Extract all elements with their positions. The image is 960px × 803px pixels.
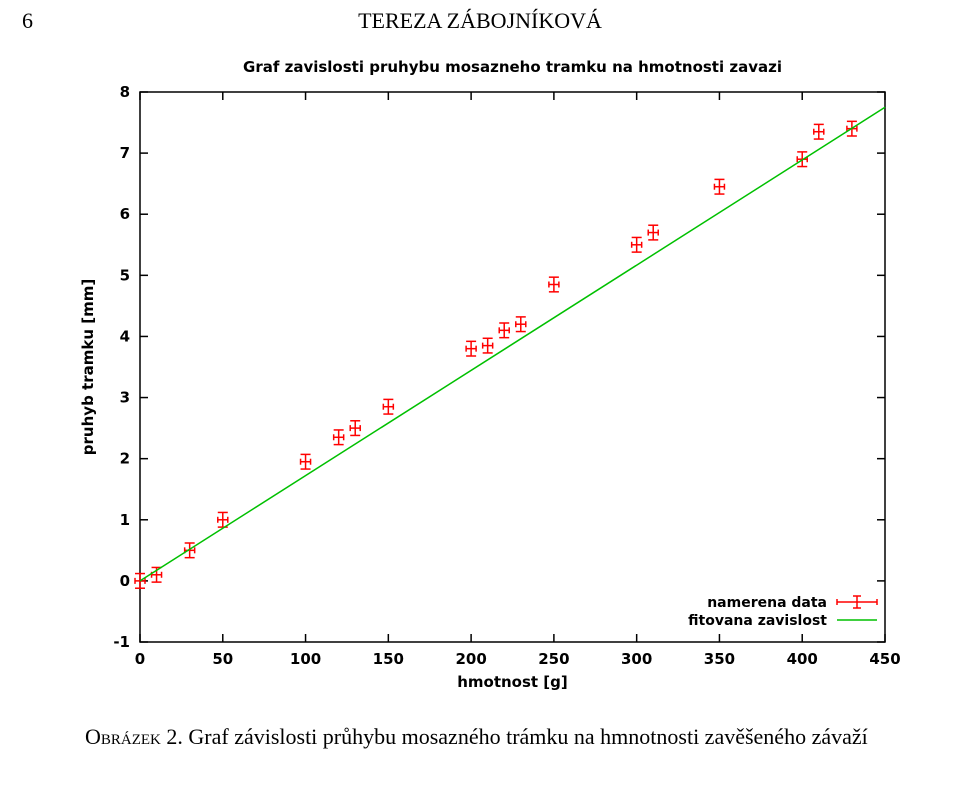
svg-text:50: 50 <box>212 650 233 668</box>
svg-text:6: 6 <box>120 205 130 223</box>
svg-text:2: 2 <box>120 450 130 468</box>
svg-text:250: 250 <box>538 650 569 668</box>
svg-text:pruhyb tramku [mm]: pruhyb tramku [mm] <box>79 279 97 455</box>
svg-text:300: 300 <box>621 650 652 668</box>
svg-text:3: 3 <box>120 389 130 407</box>
chart: 0 50 100 150 200 250 300 350 400 450 -1 0 1 2 3 4 5 6 7 8 Gr… <box>75 52 905 712</box>
svg-text:200: 200 <box>455 650 486 668</box>
page: 6 TEREZA ZÁBOJNÍKOVÁ 0501001502002503003… <box>0 0 960 803</box>
svg-text:namerena data: namerena data <box>707 595 827 611</box>
caption-text: Graf závislosti průhybu mosazného trámku… <box>183 724 868 749</box>
chart-svg: 0 50 100 150 200 250 300 350 400 450 -1 0 1 2 3 4 5 6 7 8 Gr… <box>75 52 905 712</box>
caption-lead: Obrázek 2. <box>85 724 183 749</box>
svg-text:400: 400 <box>787 650 818 668</box>
svg-text:Graf zavislosti pruhybu mosazn: Graf zavislosti pruhybu mosazneho tramku… <box>243 58 782 76</box>
figure-caption: Obrázek 2. Graf závislosti průhybu mosaz… <box>85 722 885 752</box>
svg-text:450: 450 <box>869 650 900 668</box>
svg-text:hmotnost [g]: hmotnost [g] <box>457 673 568 691</box>
svg-text:1: 1 <box>120 511 130 529</box>
svg-text:fitovana zavislost: fitovana zavislost <box>688 613 827 629</box>
svg-text:150: 150 <box>373 650 404 668</box>
svg-text:8: 8 <box>120 83 130 101</box>
svg-text:7: 7 <box>120 144 130 162</box>
svg-text:-1: -1 <box>113 633 130 651</box>
svg-text:0: 0 <box>120 572 130 590</box>
svg-text:0: 0 <box>135 650 145 668</box>
svg-text:350: 350 <box>704 650 735 668</box>
author-header: TEREZA ZÁBOJNÍKOVÁ <box>0 8 960 34</box>
svg-text:100: 100 <box>290 650 321 668</box>
svg-text:5: 5 <box>120 266 130 284</box>
svg-text:4: 4 <box>120 327 130 345</box>
